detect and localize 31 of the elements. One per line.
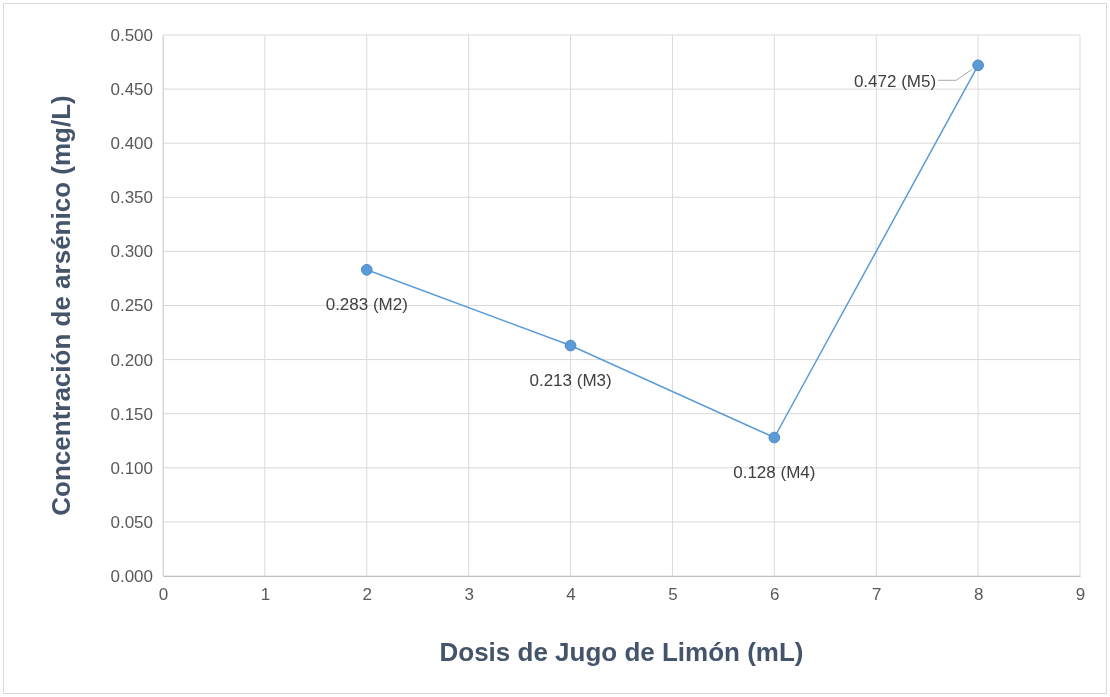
x-tick-label: 7 — [871, 585, 882, 605]
y-axis-title: Concentración de arsénico (mg/L) — [46, 95, 76, 516]
x-tick-label: 8 — [973, 585, 984, 605]
y-tick-label: 0.000 — [110, 566, 153, 586]
point — [564, 339, 577, 352]
data-label: 0.128 (M4) — [733, 462, 816, 482]
y-tick-label: 0.400 — [110, 134, 153, 154]
x-tick-label: 3 — [464, 585, 474, 605]
x-tick-label: 9 — [1075, 585, 1086, 605]
y-tick-label: 0.500 — [110, 25, 153, 45]
x-tick-label: 5 — [668, 585, 678, 605]
data-label: 0.213 (M3) — [529, 370, 612, 390]
point — [768, 431, 781, 444]
y-tick-label: 0.200 — [110, 350, 153, 370]
y-tick-label: 0.250 — [110, 296, 153, 316]
y-tick-label: 0.100 — [110, 458, 153, 478]
point — [972, 59, 984, 72]
x-tick-label: 2 — [362, 585, 373, 605]
x-tick-label: 1 — [260, 585, 271, 605]
y-tick-label: 0.150 — [110, 404, 153, 424]
x-tick-label: 4 — [566, 585, 576, 605]
data-label: 0.472 (M5) — [853, 72, 937, 92]
y-tick-label: 0.050 — [110, 512, 153, 532]
x-tick-label: 0 — [158, 585, 169, 605]
y-tick-label: 0.350 — [110, 188, 153, 208]
y-tick-label: 0.300 — [110, 242, 153, 262]
y-tick-label: 0.450 — [110, 80, 153, 100]
point — [360, 263, 373, 276]
x-tick-label: 6 — [770, 585, 780, 605]
x-axis-title: Dosis de Jugo de Limón (mL) — [439, 637, 804, 667]
data-label: 0.283 (M2) — [325, 294, 408, 314]
